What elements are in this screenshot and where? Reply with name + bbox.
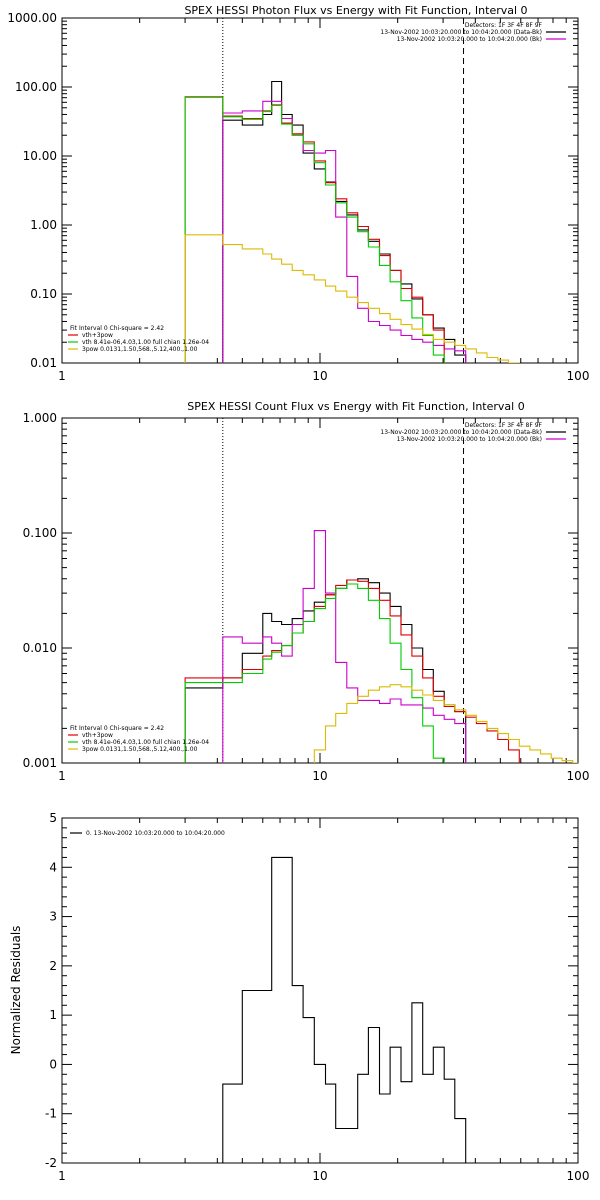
residuals-y-tick-label: 0 xyxy=(49,1057,57,1071)
photon-y-tick-label: 0.01 xyxy=(30,356,57,370)
count-y-tick-label: 0.001 xyxy=(23,756,57,770)
photon-fit-legend-header: Fit Interval 0 Chi-square = 2.42 xyxy=(70,325,164,332)
residuals-legend-entry: 0. 13-Nov-2002 10:03:20.000 to 10:04:20.… xyxy=(86,830,225,837)
count-series-background xyxy=(222,530,467,763)
count-series-powerlaw xyxy=(313,684,578,763)
photon-y-tick-label: 1.00 xyxy=(30,218,57,232)
photon-chart-title: SPEX HESSI Photon Flux vs Energy with Fi… xyxy=(184,4,527,17)
residuals-series xyxy=(222,856,467,1163)
residuals-series-residual xyxy=(222,856,467,1163)
residuals-y-tick-label: 2 xyxy=(49,959,57,973)
photon-axis-ticks: 1 10 100 0.01 0.10 1.00 10.00 100.00 1000.00 xyxy=(7,11,589,383)
count-series-thermal xyxy=(184,583,445,763)
photon-reference-lines xyxy=(222,18,465,363)
count-plot-frame xyxy=(61,417,579,764)
photon-x-tick-label: 100 xyxy=(567,369,590,383)
count-fit-legend-header: Fit Interval 0 Chi-square = 2.42 xyxy=(70,725,164,732)
residuals-legend: 0. 13-Nov-2002 10:03:20.000 to 10:04:20.… xyxy=(70,830,225,837)
photon-series xyxy=(184,80,520,363)
photon-y-tick-label: 1000.00 xyxy=(7,11,57,25)
residuals-y-tick-label: 5 xyxy=(49,811,57,825)
count-legend-header: Detectors: 1F 3F 4F 8F 9F xyxy=(465,422,543,429)
residuals-axis-ticks: 1 10 100 -2 -1 0 1 2 3 4 5 xyxy=(45,811,589,1183)
count-legend-fit: Fit Interval 0 Chi-square = 2.42vth+3pow… xyxy=(68,725,209,753)
photon-x-tick-label: 10 xyxy=(312,369,327,383)
photon-fit-legend-entry: vth 8.41e-06,4.03,1.00 full chian 1.26e-… xyxy=(82,339,209,346)
photon-legend-header: Detectors: 1F 3F 4F 8F 9F xyxy=(465,22,543,29)
count-legend-entry: 13-Nov-2002 10:03:20.000 to 10:04:20.000… xyxy=(380,429,542,436)
count-flux-panel: SPEX HESSI Count Flux vs Energy with Fit… xyxy=(23,400,590,783)
count-y-tick-label: 0.100 xyxy=(23,526,57,540)
residuals-y-tick-label: 4 xyxy=(49,860,57,874)
photon-legend-entry: 13-Nov-2002 10:03:20.000 to 10:04:20.000… xyxy=(380,29,542,36)
photon-y-tick-label: 10.00 xyxy=(23,149,57,163)
count-chart-title: SPEX HESSI Count Flux vs Energy with Fit… xyxy=(187,400,524,413)
photon-plot-frame xyxy=(61,17,579,364)
count-fit-legend-entry: 3pow 0.0131,1.50,568.,5.12,400.,1.00 xyxy=(82,746,198,753)
photon-series-powerlaw xyxy=(184,234,520,363)
photon-y-tick-label: 0.10 xyxy=(30,287,57,301)
residuals-x-tick-label: 100 xyxy=(567,1169,590,1183)
count-series xyxy=(184,530,578,763)
residuals-y-axis-label: Normalized Residuals xyxy=(9,926,23,1055)
count-axis-ticks: 1 10 100 0.001 0.010 0.100 1.000 xyxy=(23,411,590,783)
residuals-y-tick-label: 3 xyxy=(49,910,57,924)
photon-legend-fit: Fit Interval 0 Chi-square = 2.42vth+3pow… xyxy=(68,325,209,353)
photon-fit-legend-entry: 3pow 0.0131,1.50,568.,5.12,400.,1.00 xyxy=(82,346,198,353)
residuals-y-tick-label: 1 xyxy=(49,1008,57,1022)
count-x-tick-label: 100 xyxy=(567,769,590,783)
count-x-tick-label: 1 xyxy=(58,769,66,783)
residuals-x-tick-label: 10 xyxy=(312,1169,327,1183)
photon-series-thermal xyxy=(184,96,445,363)
residuals-plot-frame xyxy=(61,817,579,1164)
photon-y-tick-label: 100.00 xyxy=(15,80,57,94)
photon-series-data xyxy=(222,80,467,363)
count-series-total_fit xyxy=(184,579,520,763)
count-y-tick-label: 1.000 xyxy=(23,411,57,425)
count-fit-legend-entry: vth+3pow xyxy=(82,732,113,739)
photon-fit-legend-entry: vth+3pow xyxy=(82,332,113,339)
count-legend-entry: 13-Nov-2002 10:03:20.000 to 10:04:20.000… xyxy=(397,436,542,443)
residuals-x-tick-label: 1 xyxy=(58,1169,66,1183)
count-x-tick-label: 10 xyxy=(312,769,327,783)
count-y-tick-label: 0.010 xyxy=(23,641,57,655)
photon-flux-panel: SPEX HESSI Photon Flux vs Energy with Fi… xyxy=(7,4,589,383)
count-reference-lines xyxy=(222,418,465,763)
photon-x-tick-label: 1 xyxy=(58,369,66,383)
count-fit-legend-entry: vth 8.41e-06,4.03,1.00 full chian 1.26e-… xyxy=(82,739,209,746)
residuals-panel: Normalized Residuals 1 10 100 -2 -1 0 1 2 3 4 5 0.… xyxy=(9,811,589,1183)
residuals-y-tick-label: -2 xyxy=(45,1156,57,1170)
photon-series-background xyxy=(222,100,467,363)
residuals-y-tick-label: -1 xyxy=(45,1107,57,1121)
photon-legend-entry: 13-Nov-2002 10:03:20.000 to 10:04:20.000… xyxy=(397,36,542,43)
